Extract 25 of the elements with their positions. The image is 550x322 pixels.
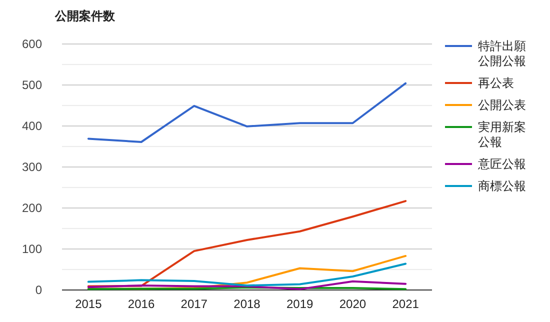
legend-label: 意匠公報 — [477, 157, 526, 171]
y-tick-label: 600 — [22, 37, 42, 51]
y-tick-label: 0 — [35, 283, 42, 297]
y-tick-label: 100 — [22, 242, 42, 256]
x-tick-label: 2016 — [128, 297, 155, 311]
legend-label: 特許出願公開公報 — [478, 39, 526, 68]
line-series — [87, 280, 407, 290]
legend-label: 商標公報 — [478, 179, 526, 193]
legend-label: 公開公表 — [478, 98, 526, 112]
x-tick-label: 2018 — [234, 297, 261, 311]
x-tick-label: 2015 — [75, 297, 102, 311]
x-tick-label: 2019 — [286, 297, 314, 311]
line-series — [87, 82, 407, 143]
x-tick-label: 2017 — [180, 297, 208, 311]
chart-title: 公開案件数 — [54, 9, 116, 23]
y-tick-label: 200 — [22, 201, 42, 215]
x-tick-label: 2020 — [339, 297, 366, 311]
y-tick-label: 400 — [22, 119, 42, 133]
legend-label: 実用新案公報 — [478, 120, 526, 149]
x-tick-label: 2021 — [392, 297, 420, 311]
line-series — [87, 262, 407, 286]
legend-label: 再公表 — [478, 76, 514, 90]
y-tick-label: 300 — [22, 160, 42, 174]
line-series — [87, 200, 407, 288]
y-tick-label: 500 — [22, 78, 42, 92]
